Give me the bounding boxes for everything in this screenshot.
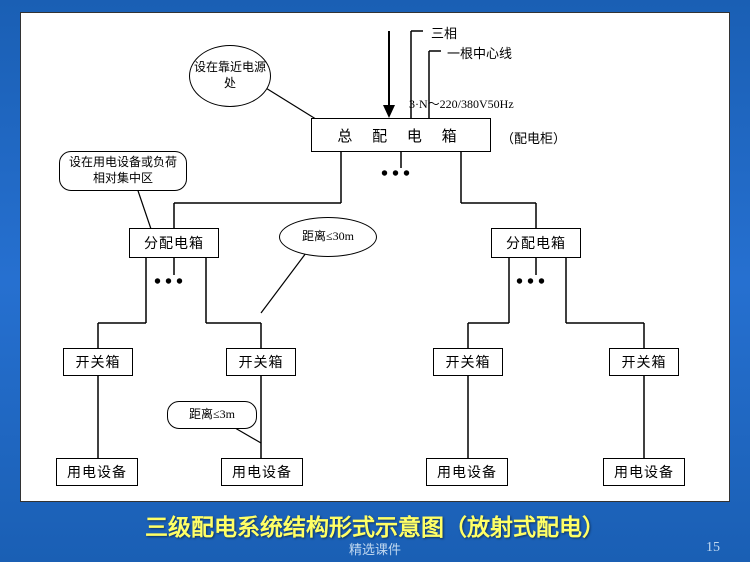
page-number: 15 <box>706 540 720 556</box>
box-sw1: 开关箱 <box>63 348 133 376</box>
box-eq4: 用电设备 <box>603 458 685 486</box>
callout-30m: 距离≤30m <box>279 217 377 257</box>
box-sw4: 开关箱 <box>609 348 679 376</box>
box-sw2: 开关箱 <box>226 348 296 376</box>
box-main: 总 配 电 箱 <box>311 118 491 152</box>
box-dist-right: 分配电箱 <box>491 228 581 258</box>
dots-main: ••• <box>381 163 414 186</box>
box-sw3: 开关箱 <box>433 348 503 376</box>
label-neutral: 一根中心线 <box>447 43 512 62</box>
connector-lines <box>21 13 731 503</box>
label-spec: 3·N～220/380V50Hz <box>409 95 514 112</box>
callout-near-source: 设在靠近电源处 <box>189 45 271 107</box>
box-dist-left: 分配电箱 <box>129 228 219 258</box>
label-three-phase: 三相 <box>431 23 457 42</box>
diagram-container: 三相 一根中心线 3·N～220/380V50Hz （配电柜） 设在靠近电源处 … <box>20 12 730 502</box>
slide-caption: 三级配电系统结构形式示意图（放射式配电） <box>0 508 750 542</box>
slide-subcaption: 精选课件 <box>0 539 750 558</box>
callout-3m: 距离≤3m <box>167 401 257 429</box>
dots-left: ••• <box>154 271 187 294</box>
dots-right: ••• <box>516 271 549 294</box>
box-eq3: 用电设备 <box>426 458 508 486</box>
callout-near-load: 设在用电设备或负荷相对集中区 <box>59 151 187 191</box>
box-eq2: 用电设备 <box>221 458 303 486</box>
box-eq1: 用电设备 <box>56 458 138 486</box>
label-cabinet: （配电柜） <box>501 128 566 147</box>
